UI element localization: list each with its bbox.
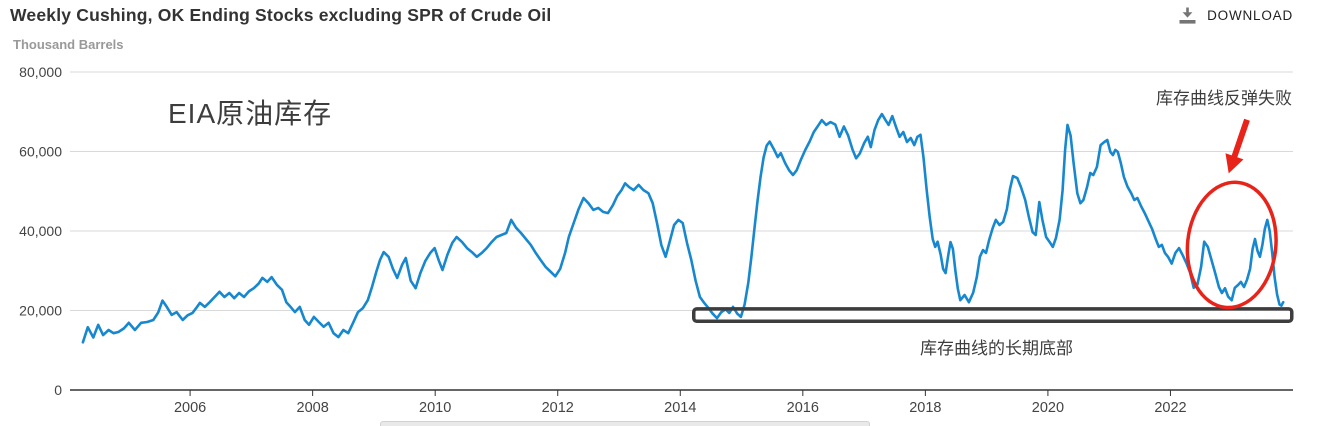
annotation-long-term-bottom: 库存曲线的长期底部 [920,339,1073,358]
y-axis-tick-label: 20,000 [19,303,62,319]
x-axis-tick-label: 2012 [542,400,574,416]
annotation-eia-inventory: EIA原油库存 [168,98,333,129]
annotation-rebound-failure: 库存曲线反弹失败 [1156,89,1292,108]
y-axis-tick-label: 60,000 [19,144,62,160]
long-term-bottom-rect [692,307,1294,323]
x-axis-tick-label: 2010 [419,400,451,416]
x-axis-tick-label: 2016 [787,400,819,416]
chart-title: Weekly Cushing, OK Ending Stocks excludi… [10,5,552,25]
rebound-failure-arrow [1225,118,1250,174]
x-axis-tick-label: 2014 [664,400,696,416]
stocks-series-line [81,112,1285,344]
x-axis-tick-label: 2008 [297,400,329,416]
x-axis-tick-label: 2020 [1032,400,1064,416]
x-axis-tick-label: 2022 [1154,400,1186,416]
y-axis-tick-label: 40,000 [19,223,62,239]
download-icon [1179,7,1196,24]
y-axis-unit-label: Thousand Barrels [13,37,124,52]
x-axis-tick-label: 2006 [174,400,206,416]
x-axis-tick-label: 2018 [909,400,941,416]
y-axis-tick-label: 80,000 [19,64,62,80]
download-label: DOWNLOAD [1207,8,1293,23]
download-button[interactable]: DOWNLOAD [1178,7,1293,24]
rebound-failure-ellipse [1185,180,1278,310]
chart-scrollbar[interactable] [380,421,870,426]
y-axis-tick-label: 0 [54,382,62,398]
